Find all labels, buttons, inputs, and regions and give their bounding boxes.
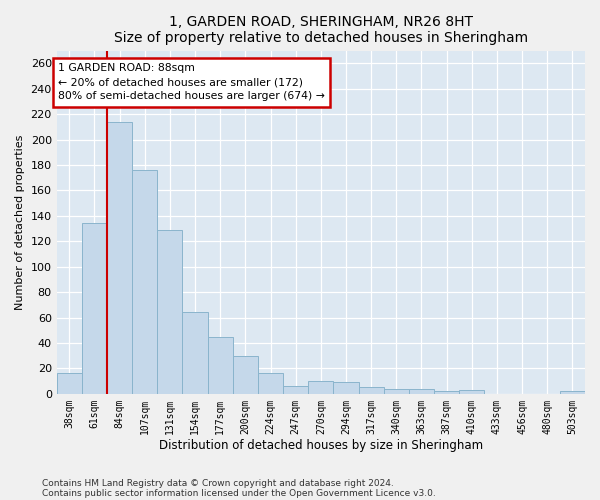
Bar bbox=[459, 390, 484, 394]
Bar bbox=[283, 386, 308, 394]
Bar bbox=[258, 374, 283, 394]
Text: Contains public sector information licensed under the Open Government Licence v3: Contains public sector information licen… bbox=[42, 489, 436, 498]
Bar bbox=[208, 336, 233, 394]
Bar bbox=[334, 382, 359, 394]
Bar bbox=[182, 312, 208, 394]
Bar bbox=[359, 388, 384, 394]
Text: 1 GARDEN ROAD: 88sqm
← 20% of detached houses are smaller (172)
80% of semi-deta: 1 GARDEN ROAD: 88sqm ← 20% of detached h… bbox=[58, 63, 325, 101]
Bar bbox=[56, 374, 82, 394]
Bar bbox=[560, 392, 585, 394]
Bar bbox=[132, 170, 157, 394]
Bar bbox=[233, 356, 258, 394]
Text: Contains HM Land Registry data © Crown copyright and database right 2024.: Contains HM Land Registry data © Crown c… bbox=[42, 479, 394, 488]
Title: 1, GARDEN ROAD, SHERINGHAM, NR26 8HT
Size of property relative to detached house: 1, GARDEN ROAD, SHERINGHAM, NR26 8HT Siz… bbox=[114, 15, 528, 45]
Bar bbox=[384, 388, 409, 394]
Y-axis label: Number of detached properties: Number of detached properties bbox=[15, 134, 25, 310]
Bar bbox=[409, 388, 434, 394]
Bar bbox=[82, 224, 107, 394]
X-axis label: Distribution of detached houses by size in Sheringham: Distribution of detached houses by size … bbox=[159, 440, 483, 452]
Bar bbox=[434, 392, 459, 394]
Bar bbox=[308, 381, 334, 394]
Bar bbox=[157, 230, 182, 394]
Bar bbox=[107, 122, 132, 394]
